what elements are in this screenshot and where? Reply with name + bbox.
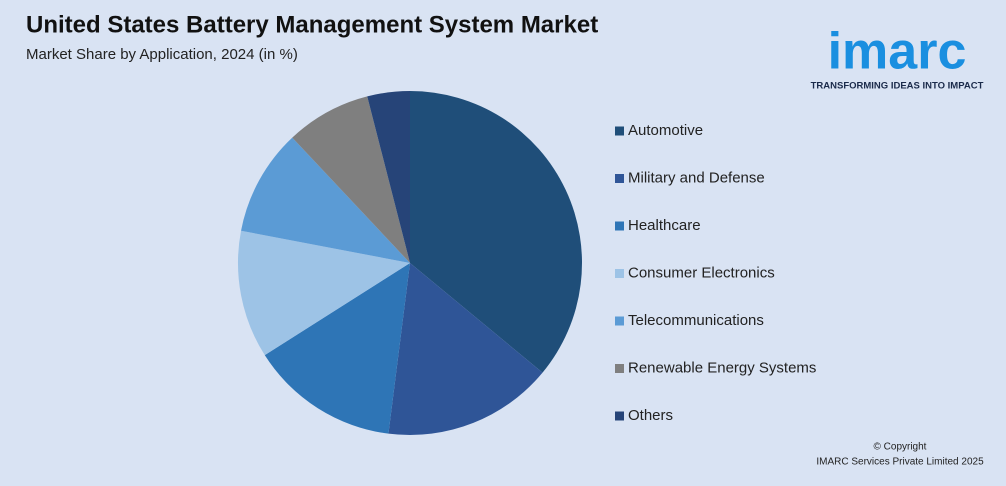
pie-slice [388, 263, 543, 435]
copyright: © Copyright [874, 442, 927, 453]
logo-tagline: TRANSFORMING IDEAS INTO IMPACT [811, 81, 984, 92]
legend-label: Consumer Electronics [628, 264, 775, 281]
legend-label: Automotive [628, 122, 703, 139]
legend-swatch [615, 269, 624, 278]
pie-slice [292, 96, 410, 264]
legend-label: Others [628, 407, 673, 424]
pie-slice [264, 263, 410, 434]
legend-label: Healthcare [628, 217, 701, 234]
legend-label: Telecommunications [628, 312, 764, 329]
chart-title: United States Battery Management System … [26, 11, 598, 38]
logo: imarc [828, 23, 967, 81]
legend-swatch [615, 174, 624, 183]
legend-swatch [615, 221, 624, 231]
legend-swatch [615, 411, 624, 421]
pie-slice [367, 91, 410, 263]
pie-slice [241, 137, 410, 263]
copyright: IMARC Services Private Limited 2025 [816, 457, 984, 468]
pie-slice [410, 91, 583, 373]
legend-label: Military and Defense [628, 169, 765, 186]
chart-subtitle: Market Share by Application, 2024 (in %) [26, 46, 298, 63]
legend-swatch [615, 126, 624, 136]
legend-label: Renewable Energy Systems [628, 359, 816, 376]
legend-swatch [615, 316, 624, 326]
legend-swatch [615, 364, 624, 373]
pie-slice [238, 230, 410, 356]
